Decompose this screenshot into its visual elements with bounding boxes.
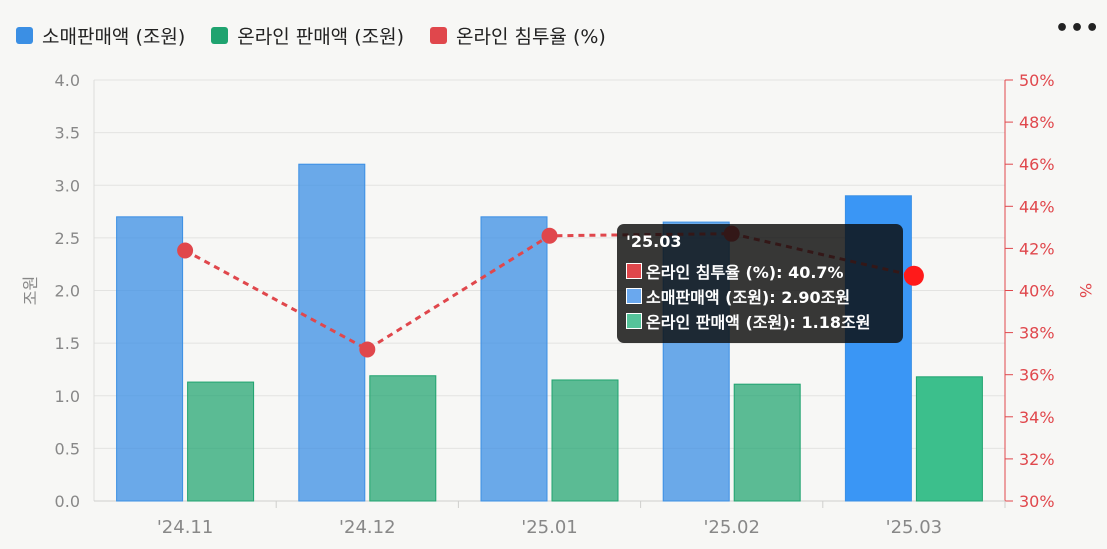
y2-tick-label: 32% <box>1019 450 1055 469</box>
bar-online-sales <box>915 376 983 502</box>
tooltip-title: '25.03 <box>626 232 682 251</box>
chart-tooltip: '25.03 온라인 침투율 (%): 40.7% 소매판매액 (조원): 2.… <box>617 224 903 343</box>
bar-online-sales <box>187 381 255 502</box>
bar-retail-sales <box>116 216 184 502</box>
legend-swatch-online-penetration <box>429 27 447 44</box>
tooltip-text-online: 온라인 판매액 (조원): 1.18조원 <box>646 312 871 332</box>
y2-tick-label: 48% <box>1019 113 1055 132</box>
x-tick-label: '25.02 <box>703 517 759 538</box>
x-tick-label: '24.11 <box>157 517 213 538</box>
y-tick-label: 2.0 <box>55 282 80 301</box>
x-tick-label: '25.03 <box>886 517 942 538</box>
y2-tick-label: 40% <box>1019 282 1055 301</box>
y2-tick-label: 38% <box>1019 324 1055 343</box>
legend-label-online-penetration: 온라인 침투율 (%) <box>455 26 606 48</box>
point-online-penetration <box>541 227 558 244</box>
legend-item-online-sales[interactable]: 온라인 판매액 (조원) <box>211 22 404 49</box>
y-tick-label: 1.5 <box>55 334 80 353</box>
tooltip-row-online: 온라인 판매액 (조원): 1.18조원 <box>626 308 894 333</box>
point-online-penetration <box>177 242 194 259</box>
bar-online-sales <box>551 379 619 502</box>
bar-retail-sales <box>298 163 366 502</box>
y2-tick-label: 50% <box>1019 71 1055 90</box>
y2-tick-label: 36% <box>1019 366 1055 385</box>
y-tick-label: 2.5 <box>55 229 80 248</box>
more-options-icon[interactable]: ••• <box>1055 16 1101 41</box>
x-tick-label: '24.12 <box>339 517 395 538</box>
y-axis-title: 조원 <box>21 276 40 305</box>
legend-item-retail-sales[interactable]: 소매판매액 (조원) <box>16 22 185 49</box>
y-tick-label: 3.5 <box>55 124 80 143</box>
legend-label-retail-sales: 소매판매액 (조원) <box>42 26 186 48</box>
tooltip-swatch-retail <box>626 287 642 304</box>
y2-tick-label: 30% <box>1019 492 1055 511</box>
legend-label-online-sales: 온라인 판매액 (조원) <box>237 26 404 48</box>
tooltip-row-retail: 소매판매액 (조원): 2.90조원 <box>626 283 894 308</box>
legend-item-online-penetration[interactable]: 온라인 침투율 (%) <box>429 22 606 49</box>
y-tick-label: 0.0 <box>55 492 80 511</box>
legend-swatch-online-sales <box>211 27 229 44</box>
y-tick-label: 1.0 <box>55 387 80 406</box>
y2-tick-label: 42% <box>1019 239 1055 258</box>
tooltip-text-retail: 소매판매액 (조원): 2.90조원 <box>646 287 851 307</box>
bar-online-sales <box>369 375 437 502</box>
bar-online-sales <box>733 383 801 502</box>
tooltip-swatch-penetration <box>626 262 642 279</box>
tooltip-swatch-online <box>626 312 642 329</box>
tooltip-row-penetration: 온라인 침투율 (%): 40.7% <box>626 258 894 283</box>
y2-tick-label: 44% <box>1019 197 1055 216</box>
y-tick-label: 3.0 <box>55 176 80 195</box>
bar-retail-sales <box>480 216 548 502</box>
y2-axis-title: % <box>1076 283 1095 298</box>
y-tick-label: 0.5 <box>55 439 80 458</box>
legend-swatch-retail-sales <box>16 27 33 44</box>
y2-tick-label: 46% <box>1019 155 1055 174</box>
y2-tick-label: 34% <box>1019 408 1055 427</box>
legend: 소매판매액 (조원) 온라인 판매액 (조원) 온라인 침투율 (%) <box>16 22 632 49</box>
point-online-penetration <box>359 341 376 358</box>
tooltip-text-penetration: 온라인 침투율 (%): 40.7% <box>646 262 844 282</box>
x-tick-label: '25.01 <box>521 517 577 538</box>
y-tick-label: 4.0 <box>55 71 80 90</box>
point-online-penetration <box>903 265 924 286</box>
